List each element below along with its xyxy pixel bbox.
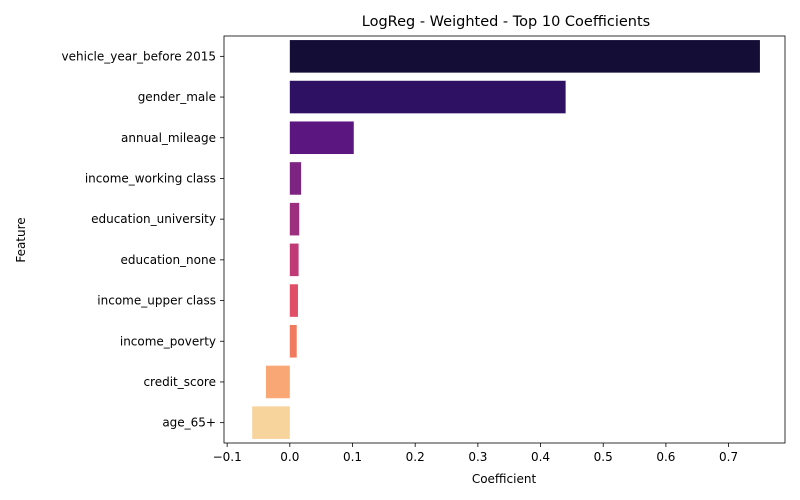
x-tick-label: 0.7 (719, 450, 738, 464)
x-tick-label: 0.2 (406, 450, 425, 464)
y-tick-label: credit_score (143, 375, 216, 389)
y-tick-labels: vehicle_year_before 2015 gender_maleannua… (62, 49, 224, 430)
x-tick-label: −0.1 (213, 450, 242, 464)
y-tick-label: education_university (91, 212, 216, 226)
y-tick-label: income_poverty (120, 334, 216, 348)
chart-title: LogReg - Weighted - Top 10 Coefficients (362, 14, 650, 30)
y-tick-label: education_none (121, 253, 216, 267)
bar-education-university (289, 202, 300, 236)
y-axis-label: Feature (14, 217, 28, 262)
bars-group (252, 40, 760, 439)
x-tick-label: 0.1 (343, 450, 362, 464)
y-tick-label: age_65+ (162, 416, 216, 430)
plot-frame (223, 35, 786, 444)
bar-annual-mileage (289, 121, 354, 155)
x-axis-label: Coefficient (472, 472, 537, 486)
x-tick-label: 0.4 (531, 450, 550, 464)
bar-education-none (289, 243, 299, 277)
y-tick-label: vehicle_year_before 2015 (62, 49, 216, 63)
bar-income-poverty (289, 324, 297, 358)
bar-credit-score (265, 365, 290, 399)
bar-gender-male (289, 80, 566, 114)
x-tick-label: 0.6 (656, 450, 675, 464)
x-tick-label: 0.0 (280, 450, 299, 464)
x-tick-label: 0.5 (594, 450, 613, 464)
y-tick-label: gender_male (138, 90, 216, 104)
bar-income-upper-class (289, 284, 298, 317)
y-tick-label: income_upper class (97, 294, 216, 308)
bar-age-65- (252, 406, 290, 439)
bar-vehicle-year-before-2015 (289, 40, 760, 73)
x-tick-label: 0.3 (468, 450, 487, 464)
bar-income-working-class (289, 162, 302, 195)
y-tick-label: income_working class (85, 171, 216, 185)
x-tick-labels: −0.1 0.0 0.1 0.2 0.3 0.4 0.5 0.6 0.7 (213, 443, 738, 464)
y-tick-label: annual_mileage (121, 131, 216, 145)
